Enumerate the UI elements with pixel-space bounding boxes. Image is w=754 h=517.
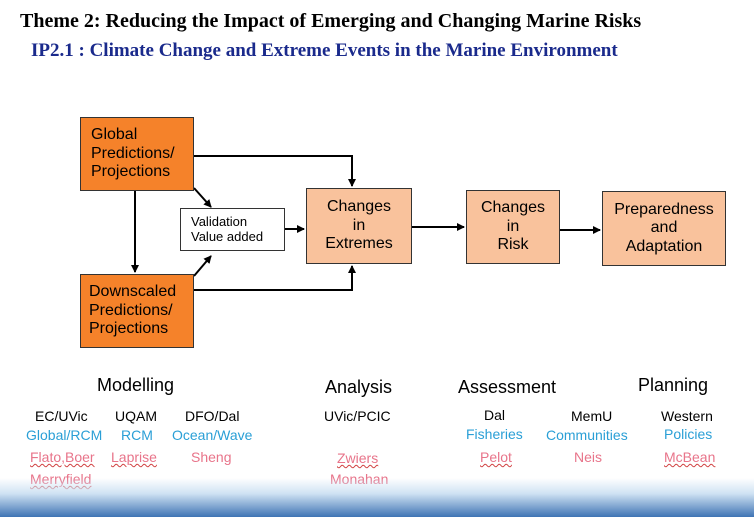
assessment-inst-memu: MemU — [571, 408, 613, 424]
changes-in-extremes-box: Changes in Extremes — [306, 188, 412, 264]
arrow-downscaled-to-validation — [193, 255, 212, 277]
assessment-heading: Assessment — [458, 377, 557, 397]
arrow-global-to-validation — [193, 187, 212, 208]
analysis-name-zwiers: Zwiers — [337, 450, 379, 466]
modelling-name-flatoboer: Flato,Boer — [30, 449, 95, 465]
assessment-topic-communities: Communities — [546, 427, 628, 443]
downscaled-predictions-box: Downscaled Predictions/Projections — [80, 274, 194, 348]
project-title: IP2.1 : Climate Change and Extreme Event… — [31, 40, 618, 61]
global-predictions-box: Global Predictions/Projections — [80, 117, 194, 191]
arrow-downscaled-to-extremes — [194, 265, 356, 291]
analysis-heading: Analysis — [325, 377, 393, 397]
modelling-topic-globalrcm: Global/RCM — [26, 427, 103, 443]
assessment-name-pelot: Pelot — [480, 449, 512, 465]
assessment-inst-dal: Dal — [484, 407, 506, 423]
validation-box: Validation Value added — [180, 208, 285, 251]
modelling-inst-ecuvic: EC/UVic — [35, 408, 88, 424]
planning-topic-policies: Policies — [664, 426, 713, 442]
modelling-heading: Modelling — [97, 375, 175, 395]
theme-title: Theme 2: Reducing the Impact of Emerging… — [20, 10, 642, 32]
planning-name-mcbean: McBean — [664, 449, 716, 465]
modelling-name-laprise: Laprise — [111, 449, 157, 465]
modelling-inst-dfodal: DFO/Dal — [185, 408, 240, 424]
modelling-topic-oceanwave: Ocean/Wave — [172, 427, 253, 443]
modelling-topic-rcm: RCM — [121, 427, 153, 443]
changes-in-risk-box: Changes in Risk — [466, 190, 560, 264]
ocean-wave-band — [0, 478, 754, 517]
arrow-global-to-extremes — [194, 155, 356, 187]
analysis-inst-uvicpcic: UVic/PCIC — [324, 408, 391, 424]
preparedness-box: Preparedness and Adaptation — [602, 191, 726, 266]
planning-inst-western: Western — [661, 408, 713, 424]
modelling-inst-uqam: UQAM — [115, 408, 157, 424]
assessment-name-neis: Neis — [574, 449, 603, 465]
assessment-topic-fisheries: Fisheries — [466, 426, 523, 442]
planning-heading: Planning — [638, 375, 709, 395]
modelling-name-sheng: Sheng — [191, 449, 232, 465]
